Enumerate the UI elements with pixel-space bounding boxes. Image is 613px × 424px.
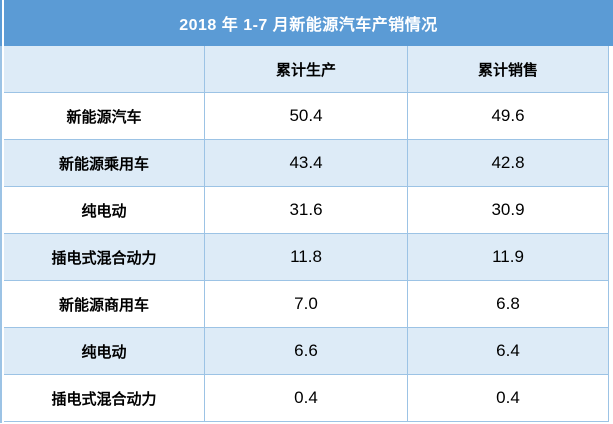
table-row: 插电式混合动力 0.4 0.4 bbox=[4, 375, 608, 422]
table-row: 新能源汽车 50.4 49.6 bbox=[4, 93, 608, 140]
header-cell-production: 累计生产 bbox=[205, 46, 408, 93]
table-row: 插电式混合动力 11.8 11.9 bbox=[4, 234, 608, 281]
header-cell-blank bbox=[4, 46, 205, 93]
production-value: 6.6 bbox=[205, 328, 408, 375]
sales-value: 30.9 bbox=[408, 187, 608, 234]
production-value: 43.4 bbox=[205, 140, 408, 187]
header-cell-sales: 累计销售 bbox=[408, 46, 608, 93]
table-row: 新能源商用车 7.0 6.8 bbox=[4, 281, 608, 328]
row-label: 插电式混合动力 bbox=[4, 375, 205, 422]
row-label: 纯电动 bbox=[4, 187, 205, 234]
left-edge-line-top bbox=[0, 0, 2, 46]
production-value: 50.4 bbox=[205, 93, 408, 140]
sales-value: 0.4 bbox=[408, 375, 608, 422]
data-table: 累计生产 累计销售 新能源汽车 50.4 49.6 新能源乘用车 43.4 42… bbox=[4, 46, 609, 422]
sales-value: 6.4 bbox=[408, 328, 608, 375]
header-row: 累计生产 累计销售 bbox=[4, 46, 608, 93]
row-label: 新能源商用车 bbox=[4, 281, 205, 328]
production-value: 11.8 bbox=[205, 234, 408, 281]
row-label: 新能源汽车 bbox=[4, 93, 205, 140]
sales-value: 6.8 bbox=[408, 281, 608, 328]
table-row: 纯电动 6.6 6.4 bbox=[4, 328, 608, 375]
sales-value: 11.9 bbox=[408, 234, 608, 281]
table-row: 新能源乘用车 43.4 42.8 bbox=[4, 140, 608, 187]
production-value: 0.4 bbox=[205, 375, 408, 422]
production-value: 31.6 bbox=[205, 187, 408, 234]
row-label: 插电式混合动力 bbox=[4, 234, 205, 281]
sales-value: 42.8 bbox=[408, 140, 608, 187]
left-edge-line-body bbox=[0, 46, 2, 423]
production-value: 7.0 bbox=[205, 281, 408, 328]
row-label: 纯电动 bbox=[4, 328, 205, 375]
table-row: 纯电动 31.6 30.9 bbox=[4, 187, 608, 234]
sales-value: 49.6 bbox=[408, 93, 608, 140]
row-label: 新能源乘用车 bbox=[4, 140, 205, 187]
table-title: 2018 年 1-7 月新能源汽车产销情况 bbox=[4, 0, 613, 46]
